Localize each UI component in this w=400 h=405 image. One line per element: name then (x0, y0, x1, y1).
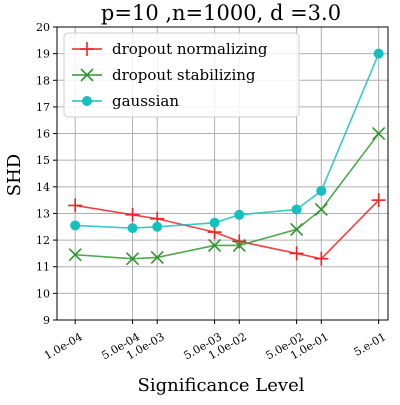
x-axis-ticks: 1.0e-04 5.0e-041.0e-03 5.0e-031.0e-02 5.0e-… (42, 320, 388, 362)
y-tick-label: 12 (36, 234, 50, 247)
data-point (314, 251, 329, 266)
legend-item: gaussian (72, 92, 179, 110)
data-point (208, 238, 222, 252)
data-point (316, 185, 327, 196)
data-point (150, 250, 164, 264)
data-point (125, 207, 140, 222)
y-tick-label: 17 (36, 101, 50, 114)
data-point (314, 202, 328, 217)
x-tick-label: 1.0e-04 (42, 330, 85, 362)
y-tick-label: 18 (36, 74, 50, 87)
data-point (291, 204, 302, 215)
data-point (125, 252, 140, 266)
legend-box (63, 32, 300, 118)
y-tick-label: 13 (36, 207, 50, 220)
x-tick-label: 5.e-01 (352, 330, 389, 359)
data-point (70, 220, 81, 231)
data-point (373, 48, 384, 59)
legend-label: dropout normalizing (112, 40, 268, 58)
y-tick-label: 20 (36, 21, 50, 34)
series-x (68, 126, 386, 266)
y-tick-label: 14 (36, 181, 50, 194)
legend-marker (82, 96, 92, 106)
y-tick-label: 9 (43, 314, 50, 327)
y-axis-label: SHD (4, 154, 25, 196)
y-tick-label: 15 (36, 154, 50, 167)
y-tick-label: 11 (36, 261, 50, 274)
data-point (372, 126, 386, 141)
series-circle (70, 48, 384, 234)
legend-label: dropout stabilizing (112, 66, 256, 84)
legend: dropout normalizing dropout stabilizing ga… (63, 32, 300, 118)
y-tick-label: 10 (36, 287, 50, 300)
plot-frame (56, 26, 389, 321)
series-plus (68, 193, 386, 266)
y-tick-label: 19 (36, 48, 50, 61)
series-line (75, 199, 380, 260)
y-axis-ticks: 9 10 11 12 13 14 15 16 17 18 19 20 (36, 21, 57, 327)
legend-marker (80, 68, 94, 82)
data-point (290, 222, 304, 237)
data-point (371, 193, 386, 208)
legend-item: dropout normalizing (72, 40, 268, 58)
data-point (209, 217, 220, 228)
legend-marker (80, 42, 94, 56)
y-tick-label: 16 (36, 128, 50, 141)
data-point (68, 248, 82, 262)
legend-item: dropout stabilizing (72, 66, 256, 84)
data-point (127, 223, 138, 234)
x-axis-label: Significance Level (137, 375, 304, 396)
data-point (232, 238, 246, 252)
chart-title: p=10 ,n=1000, d =3.0 (101, 1, 341, 25)
data-point (152, 221, 163, 232)
data-point (289, 246, 304, 261)
data-point (234, 209, 245, 220)
series-layer (68, 48, 386, 266)
legend-label: gaussian (112, 92, 179, 110)
data-point (68, 198, 83, 213)
